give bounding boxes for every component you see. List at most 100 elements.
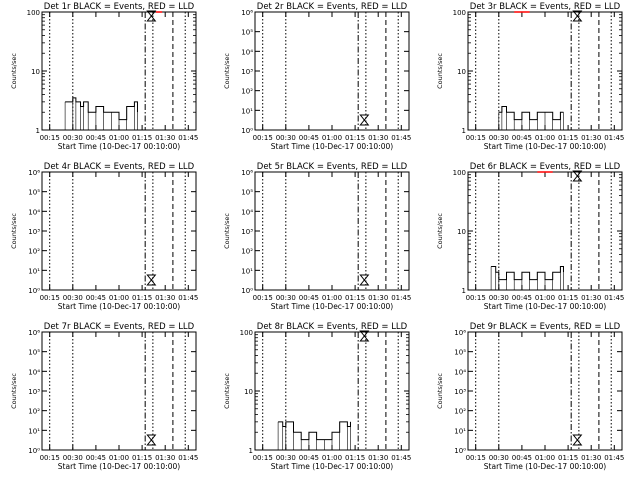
x-tick-label: 01:15	[558, 294, 578, 302]
x-tick-label: 01:00	[535, 294, 555, 302]
x-tick-label: 01:30	[581, 294, 601, 302]
x-axis-label: Start Time (10-Dec-17 00:10:00)	[484, 462, 606, 471]
x-tick-label: 00:30	[489, 294, 509, 302]
x-tick-label: 01:00	[322, 454, 342, 462]
plot-title: Det 9r BLACK = Events, RED = LLD	[470, 322, 621, 332]
x-tick-label: 00:15	[466, 454, 486, 462]
y-tick-label: 100	[453, 169, 466, 177]
y-tick-label: 1	[36, 127, 40, 135]
y-tick-label: 10	[244, 388, 253, 396]
y-axis-label: Counts/sec	[10, 53, 18, 89]
x-tick-label: 01:45	[391, 454, 411, 462]
x-tick-label: 01:15	[558, 454, 578, 462]
x-axis-label: Start Time (10-Dec-17 00:10:00)	[271, 142, 393, 151]
y-tick-label: 10	[457, 228, 466, 236]
x-tick-label: 01:45	[604, 294, 624, 302]
y-tick-label: 10⁵	[454, 349, 466, 357]
x-axis-label: Start Time (10-Dec-17 00:10:00)	[484, 142, 606, 151]
x-tick-label: 00:45	[512, 454, 532, 462]
y-tick-label: 10³	[454, 388, 466, 396]
detector-plot: Det 9r BLACK = Events, RED = LLD 10⁰ 10¹ 10…	[436, 322, 624, 471]
x-tick-label: 01:30	[368, 294, 388, 302]
detector-plot: Det 2r BLACK = Events, RED = LLD 10⁰ 10¹ 10…	[223, 2, 411, 151]
x-tick-label: 01:15	[345, 134, 365, 142]
x-tick-label: 01:15	[345, 294, 365, 302]
y-axis-label: Counts/sec	[223, 53, 231, 89]
y-tick-label: 10¹	[241, 107, 253, 115]
y-axis-label: Counts/sec	[223, 373, 231, 409]
y-tick-label: 100	[453, 9, 466, 17]
x-tick-label: 00:45	[86, 294, 106, 302]
y-tick-label: 10⁶	[241, 169, 253, 177]
x-axis-label: Start Time (10-Dec-17 00:10:00)	[58, 302, 180, 311]
x-tick-label: 01:45	[178, 454, 198, 462]
x-tick-label: 00:45	[86, 134, 106, 142]
x-tick-label: 00:15	[466, 134, 486, 142]
y-tick-label: 10³	[28, 388, 40, 396]
x-tick-label: 01:15	[132, 294, 152, 302]
y-axis-label: Counts/sec	[10, 213, 18, 249]
x-tick-label: 00:30	[489, 454, 509, 462]
x-tick-label: 00:15	[40, 454, 60, 462]
time-marker	[146, 434, 157, 446]
x-tick-label: 00:30	[63, 454, 83, 462]
x-tick-label: 01:15	[132, 454, 152, 462]
time-marker	[359, 114, 370, 126]
x-tick-label: 01:30	[368, 454, 388, 462]
x-tick-label: 01:00	[109, 454, 129, 462]
y-tick-label: 10⁴	[454, 368, 466, 376]
x-tick-label: 00:30	[276, 134, 296, 142]
x-tick-label: 01:45	[604, 134, 624, 142]
x-tick-label: 00:15	[253, 134, 273, 142]
x-tick-label: 01:30	[155, 454, 175, 462]
x-tick-label: 00:15	[253, 294, 273, 302]
plot-title: Det 3r BLACK = Events, RED = LLD	[470, 2, 621, 12]
plot-title: Det 1r BLACK = Events, RED = LLD	[44, 2, 195, 12]
x-tick-label: 00:45	[512, 294, 532, 302]
events-series-line	[491, 266, 564, 281]
detector-plot: Det 4r BLACK = Events, RED = LLD 10⁰ 10¹ 10…	[10, 162, 198, 311]
x-tick-label: 01:15	[558, 134, 578, 142]
time-marker	[572, 10, 583, 22]
x-tick-label: 00:45	[86, 454, 106, 462]
events-series-line	[498, 106, 564, 121]
y-tick-label: 10¹	[454, 427, 466, 435]
x-tick-label: 00:30	[63, 294, 83, 302]
y-tick-label: 10	[31, 68, 40, 76]
x-tick-label: 01:45	[391, 294, 411, 302]
y-tick-label: 10⁵	[241, 29, 253, 37]
x-axis-label: Start Time (10-Dec-17 00:10:00)	[58, 462, 180, 471]
y-axis-label: Counts/sec	[436, 373, 444, 409]
x-tick-label: 00:30	[63, 134, 83, 142]
x-tick-label: 01:30	[368, 134, 388, 142]
x-tick-label: 01:45	[604, 454, 624, 462]
time-marker	[146, 274, 157, 286]
x-tick-label: 01:30	[155, 134, 175, 142]
y-tick-label: 10⁰	[28, 447, 40, 455]
y-tick-label: 10⁴	[28, 368, 40, 376]
x-tick-label: 00:15	[466, 294, 486, 302]
x-tick-label: 01:30	[581, 454, 601, 462]
y-tick-label: 10⁴	[28, 208, 40, 216]
y-tick-label: 10¹	[28, 267, 40, 275]
y-tick-label: 10⁵	[28, 189, 40, 197]
time-marker	[359, 274, 370, 286]
plot-title: Det 7r BLACK = Events, RED = LLD	[44, 322, 195, 332]
x-axis-label: Start Time (10-Dec-17 00:10:00)	[271, 462, 393, 471]
x-tick-label: 01:30	[581, 134, 601, 142]
x-tick-label: 01:00	[322, 294, 342, 302]
x-tick-label: 00:45	[512, 134, 532, 142]
x-tick-label: 01:00	[535, 454, 555, 462]
y-tick-label: 1	[462, 287, 466, 295]
x-tick-label: 00:30	[276, 454, 296, 462]
y-tick-label: 10⁵	[28, 349, 40, 357]
plot-title: Det 5r BLACK = Events, RED = LLD	[257, 162, 408, 172]
y-tick-label: 10¹	[241, 267, 253, 275]
plot-title: Det 4r BLACK = Events, RED = LLD	[44, 162, 195, 172]
time-marker	[572, 434, 583, 446]
plot-title: Det 8r BLACK = Events, RED = LLD	[257, 322, 408, 332]
detector-plot: Det 1r BLACK = Events, RED = LLD 1 10 100 00…	[10, 2, 198, 151]
x-tick-label: 01:00	[535, 134, 555, 142]
x-tick-label: 00:30	[276, 294, 296, 302]
